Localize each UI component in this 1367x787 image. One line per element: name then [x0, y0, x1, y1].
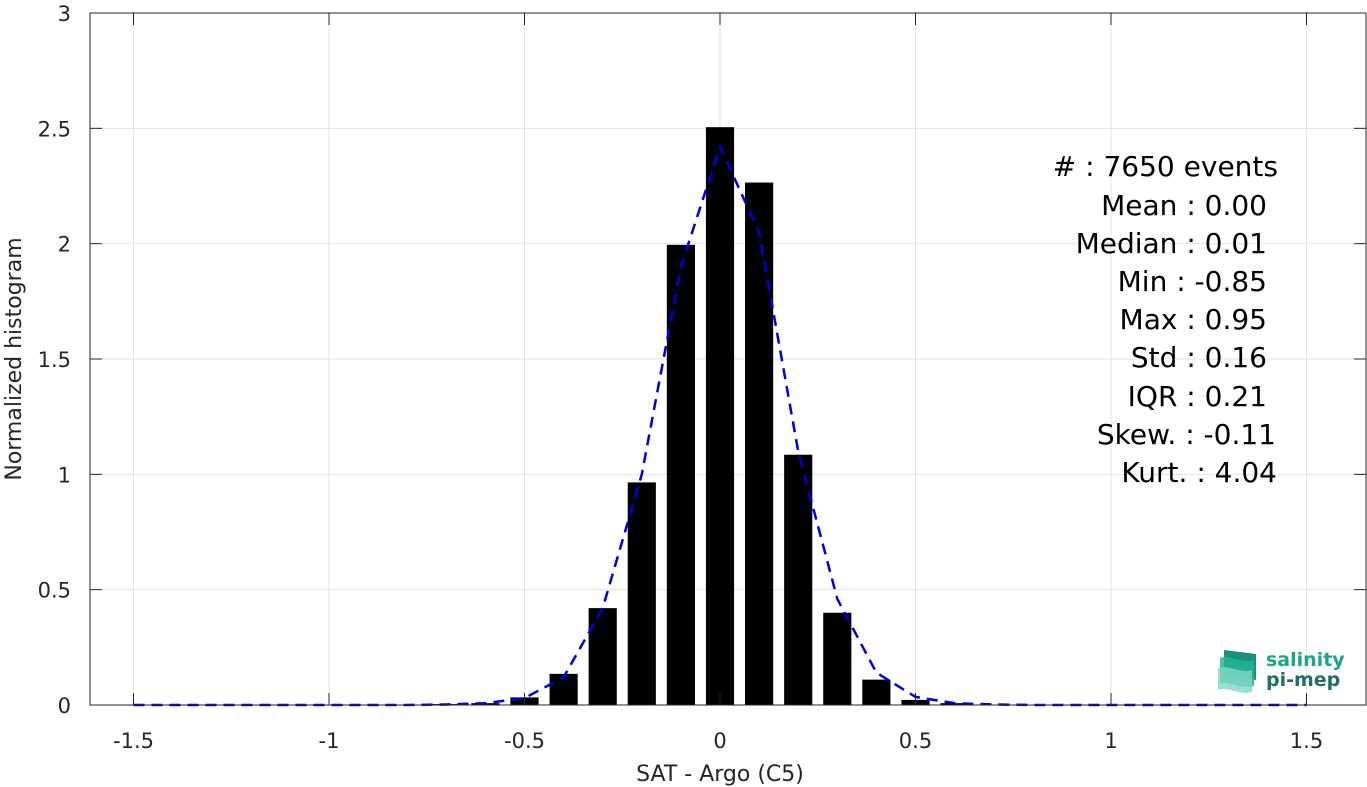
stat-mean: Mean : 0.00 — [1101, 189, 1267, 222]
x-tick-label: 1.5 — [1290, 729, 1323, 753]
salinity-pi-mep-logo: salinity pi-mep — [1218, 649, 1345, 693]
y-tick-label: 3 — [58, 2, 71, 26]
x-tick-labels: -1.5 -1 -0.5 0 0.5 1 1.5 — [113, 729, 1323, 753]
histogram-bar — [705, 127, 735, 706]
stat-std: Std : 0.16 — [1131, 341, 1267, 374]
stat-skew: Skew. : -0.11 — [1097, 418, 1276, 451]
histogram-bar — [745, 182, 774, 706]
stat-max: Max : 0.95 — [1120, 303, 1267, 336]
histogram-bars — [432, 127, 969, 706]
y-tick-label: 1 — [58, 463, 71, 487]
histogram-bar — [823, 612, 852, 705]
x-tick-label: 0.5 — [899, 729, 932, 753]
stat-min: Min : -0.85 — [1118, 265, 1267, 298]
x-tick-label: 1 — [1104, 729, 1117, 753]
x-tick-label: -0.5 — [504, 729, 545, 753]
y-tick-label: 0.5 — [38, 579, 71, 603]
x-tick-label: 0 — [713, 729, 726, 753]
stat-count: # : 7650 events — [1053, 150, 1278, 183]
x-axis-title: SAT - Argo (C5) — [636, 762, 804, 787]
y-axis-title: Normalized histogram — [2, 237, 27, 480]
histogram-bar — [784, 454, 813, 705]
y-tick-label: 2 — [58, 233, 71, 257]
stat-kurt: Kurt. : 4.04 — [1121, 456, 1277, 489]
y-tick-label: 0 — [58, 694, 71, 718]
histogram-bar — [627, 482, 656, 705]
logo-text-pi-mep: pi-mep — [1266, 669, 1340, 691]
y-tick-label: 1.5 — [38, 348, 71, 372]
y-tick-label: 2.5 — [38, 117, 71, 141]
stat-median: Median : 0.01 — [1076, 227, 1267, 260]
stat-iqr: IQR : 0.21 — [1128, 380, 1267, 413]
histogram-bar — [588, 608, 617, 705]
histogram-bar — [862, 679, 891, 705]
histogram-bar — [549, 673, 578, 705]
wave-icon — [1218, 650, 1256, 693]
axis-ticks — [90, 12, 1366, 706]
stats-box: # : 7650 events Mean : 0.00 Median : 0.0… — [1053, 150, 1278, 489]
fit-curve — [133, 143, 1307, 707]
logo-text-salinity: salinity — [1266, 649, 1345, 671]
y-tick-labels: 0 0.5 1 1.5 2 2.5 3 — [38, 2, 71, 718]
x-tick-label: -1.5 — [113, 729, 154, 753]
x-tick-label: -1 — [319, 729, 340, 753]
